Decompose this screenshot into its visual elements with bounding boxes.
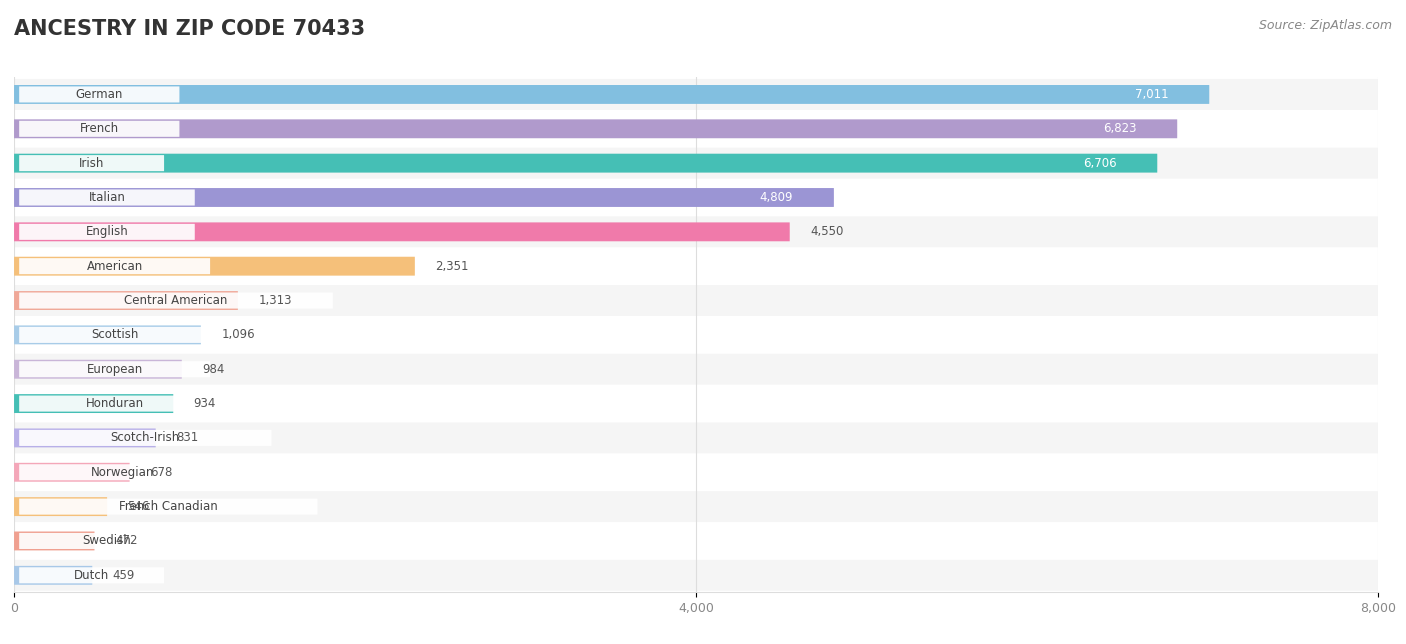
FancyBboxPatch shape	[1071, 121, 1168, 137]
FancyBboxPatch shape	[20, 189, 195, 205]
FancyBboxPatch shape	[14, 457, 1378, 488]
FancyBboxPatch shape	[20, 464, 225, 480]
FancyBboxPatch shape	[14, 560, 1378, 591]
FancyBboxPatch shape	[14, 216, 1378, 247]
Text: European: European	[87, 363, 143, 375]
Text: 2,351: 2,351	[436, 260, 468, 272]
FancyBboxPatch shape	[20, 395, 209, 412]
Text: 984: 984	[202, 363, 225, 375]
FancyBboxPatch shape	[14, 531, 94, 551]
Text: Italian: Italian	[89, 191, 125, 204]
Text: American: American	[87, 260, 143, 272]
Text: 831: 831	[176, 431, 198, 444]
FancyBboxPatch shape	[14, 85, 1209, 104]
FancyBboxPatch shape	[14, 188, 834, 207]
Text: 1,313: 1,313	[259, 294, 292, 307]
FancyBboxPatch shape	[14, 119, 1177, 138]
FancyBboxPatch shape	[14, 360, 181, 379]
FancyBboxPatch shape	[14, 422, 1378, 453]
Text: 6,706: 6,706	[1083, 156, 1116, 169]
Text: 934: 934	[194, 397, 217, 410]
FancyBboxPatch shape	[14, 497, 107, 516]
Text: Irish: Irish	[79, 156, 104, 169]
FancyBboxPatch shape	[20, 361, 209, 377]
FancyBboxPatch shape	[20, 327, 209, 343]
Text: Source: ZipAtlas.com: Source: ZipAtlas.com	[1258, 19, 1392, 32]
FancyBboxPatch shape	[20, 224, 195, 240]
FancyBboxPatch shape	[14, 285, 1378, 316]
FancyBboxPatch shape	[14, 566, 93, 585]
Text: French Canadian: French Canadian	[120, 500, 218, 513]
FancyBboxPatch shape	[14, 491, 1378, 522]
Text: 459: 459	[112, 569, 135, 582]
Text: 6,823: 6,823	[1102, 122, 1136, 135]
FancyBboxPatch shape	[14, 319, 1378, 350]
Text: ANCESTRY IN ZIP CODE 70433: ANCESTRY IN ZIP CODE 70433	[14, 19, 366, 39]
Text: 678: 678	[150, 466, 173, 478]
FancyBboxPatch shape	[14, 291, 238, 310]
Text: 7,011: 7,011	[1135, 88, 1168, 101]
FancyBboxPatch shape	[14, 79, 1378, 110]
FancyBboxPatch shape	[14, 113, 1378, 144]
FancyBboxPatch shape	[14, 463, 129, 482]
Text: Central American: Central American	[124, 294, 228, 307]
Text: Scottish: Scottish	[91, 328, 138, 341]
Text: 4,809: 4,809	[759, 191, 793, 204]
Text: English: English	[86, 225, 128, 238]
FancyBboxPatch shape	[14, 251, 1378, 281]
Text: Swedish: Swedish	[83, 535, 131, 547]
Text: Norwegian: Norwegian	[90, 466, 155, 478]
FancyBboxPatch shape	[14, 222, 790, 242]
FancyBboxPatch shape	[14, 147, 1378, 178]
FancyBboxPatch shape	[14, 325, 201, 345]
FancyBboxPatch shape	[727, 189, 825, 205]
Text: 1,096: 1,096	[221, 328, 254, 341]
Text: Scotch-Irish: Scotch-Irish	[111, 431, 180, 444]
FancyBboxPatch shape	[1050, 155, 1149, 171]
Text: 472: 472	[115, 535, 138, 547]
FancyBboxPatch shape	[14, 526, 1378, 556]
FancyBboxPatch shape	[14, 394, 173, 413]
FancyBboxPatch shape	[20, 498, 318, 515]
FancyBboxPatch shape	[14, 154, 1157, 173]
Text: Dutch: Dutch	[75, 569, 110, 582]
FancyBboxPatch shape	[14, 257, 415, 276]
FancyBboxPatch shape	[20, 430, 271, 446]
FancyBboxPatch shape	[20, 533, 195, 549]
Text: 546: 546	[128, 500, 150, 513]
FancyBboxPatch shape	[14, 182, 1378, 213]
Text: French: French	[80, 122, 120, 135]
FancyBboxPatch shape	[20, 121, 180, 137]
FancyBboxPatch shape	[1102, 86, 1201, 102]
FancyBboxPatch shape	[14, 388, 1378, 419]
Text: Honduran: Honduran	[86, 397, 143, 410]
FancyBboxPatch shape	[20, 292, 333, 308]
FancyBboxPatch shape	[20, 155, 165, 171]
FancyBboxPatch shape	[20, 258, 209, 274]
Text: German: German	[76, 88, 122, 101]
Text: 4,550: 4,550	[810, 225, 844, 238]
FancyBboxPatch shape	[20, 567, 165, 583]
FancyBboxPatch shape	[14, 428, 156, 448]
FancyBboxPatch shape	[20, 86, 180, 102]
FancyBboxPatch shape	[14, 354, 1378, 384]
